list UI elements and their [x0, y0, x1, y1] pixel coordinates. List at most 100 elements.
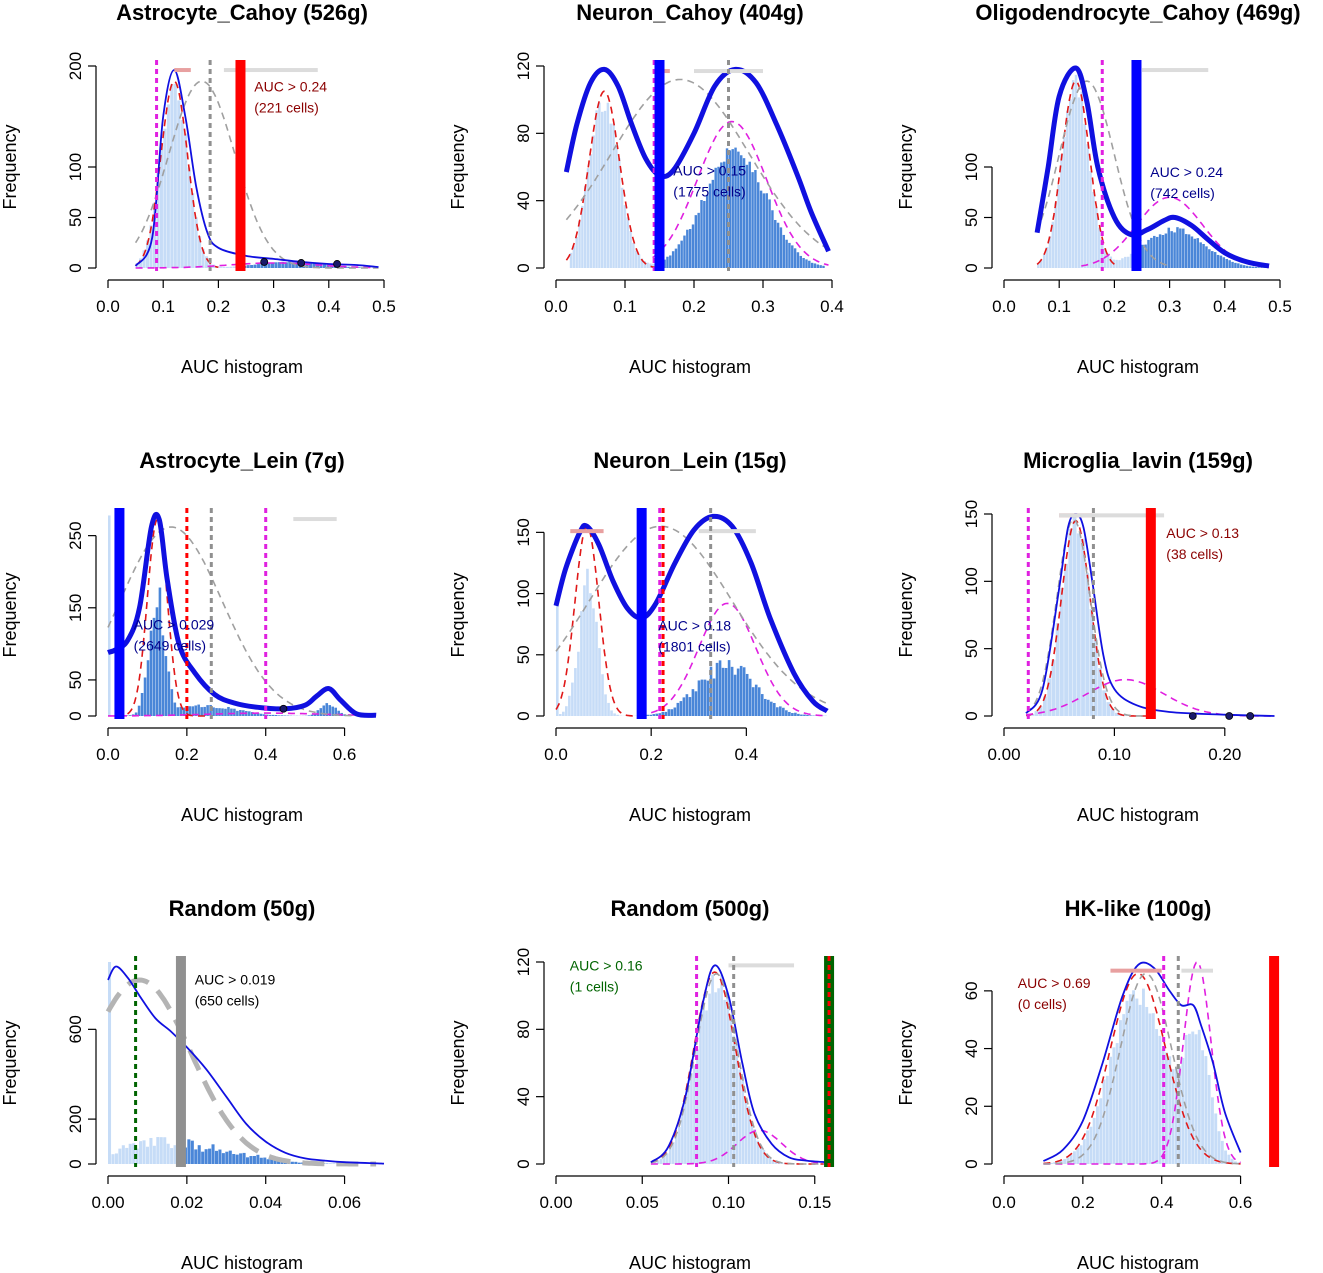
- histogram-bar: [750, 1124, 754, 1164]
- gaussian-fit-gray: [134, 80, 379, 269]
- threshold-range-bar: [1110, 968, 1162, 973]
- panel-title: Microglia_lavin (159g): [1023, 448, 1253, 473]
- histogram-bar: [1066, 110, 1069, 268]
- histogram-bar: [152, 1145, 156, 1164]
- histogram-bar: [680, 240, 683, 268]
- histogram-bar: [556, 605, 559, 716]
- histogram-bar: [191, 706, 194, 716]
- histogram-bar: [759, 1146, 763, 1164]
- histogram-bar: [586, 568, 589, 716]
- histogram-bar: [328, 705, 332, 716]
- histogram-bar: [1086, 144, 1089, 268]
- x-tick-label: 0.4: [1213, 297, 1237, 316]
- histogram-bar: [1155, 1029, 1159, 1164]
- histogram-bar: [666, 256, 669, 268]
- y-tick-label: 0: [514, 1159, 533, 1168]
- histogram-bar: [1080, 91, 1084, 268]
- histogram-bar: [1219, 255, 1223, 268]
- histogram-bar: [313, 713, 317, 716]
- histogram-bar: [143, 677, 147, 716]
- histogram-bar: [180, 120, 184, 268]
- histogram-bar: [702, 1003, 705, 1164]
- histogram-bar: [208, 261, 212, 268]
- histogram-bar: [179, 706, 183, 716]
- histogram-bar: [684, 1101, 687, 1164]
- threshold-range-bar: [293, 517, 337, 522]
- histogram-bar: [1060, 154, 1063, 268]
- auc-annotation: AUC > 0.69: [1018, 975, 1091, 991]
- histogram-bar: [280, 715, 284, 716]
- histogram-bar: [1174, 1068, 1178, 1164]
- histogram-bar: [697, 680, 701, 716]
- x-tick-label: 0.02: [170, 1193, 203, 1212]
- x-tick-label: 0.05: [626, 1193, 659, 1212]
- y-tick-label: 120: [514, 948, 533, 976]
- histogram-bar: [1147, 239, 1150, 268]
- histogram-bar: [232, 1154, 236, 1164]
- histogram-bar: [152, 202, 157, 268]
- y-tick-label: 40: [514, 191, 533, 210]
- histogram-bar: [748, 161, 751, 268]
- histogram-bar: [745, 164, 749, 268]
- histogram-bar: [717, 988, 720, 1164]
- histogram-bar: [297, 1162, 301, 1164]
- histogram-bar: [615, 145, 618, 268]
- histogram-bar: [788, 242, 791, 268]
- histogram-bar: [776, 222, 780, 268]
- histogram-bar: [211, 1144, 215, 1164]
- histogram-bar: [236, 710, 239, 716]
- density-curve: [1042, 961, 1242, 1162]
- threshold-range-bar: [1181, 968, 1213, 973]
- histogram-bar: [791, 713, 794, 716]
- histogram-bar: [1063, 136, 1066, 268]
- histogram-bar: [1037, 263, 1040, 268]
- histogram-bar: [803, 714, 806, 716]
- marker-dot: [260, 258, 269, 266]
- histogram-bar: [1173, 232, 1176, 268]
- histogram-bar: [274, 262, 278, 268]
- histogram-bar: [1176, 227, 1179, 268]
- histogram-bar: [603, 110, 607, 269]
- y-tick-label: 50: [66, 670, 85, 689]
- auc-annotation: AUC > 0.029: [134, 616, 215, 632]
- y-tick-label: 20: [962, 1097, 981, 1116]
- histogram-bar: [1234, 1161, 1237, 1164]
- histogram-bar: [604, 694, 607, 716]
- histogram-bar: [108, 962, 112, 1164]
- histogram-bar: [232, 266, 236, 268]
- histogram-bar: [580, 611, 583, 716]
- histogram-bar: [1254, 266, 1257, 268]
- plot-area: [107, 511, 377, 718]
- x-axis-label: AUC histogram: [181, 805, 303, 825]
- x-tick-label: 0.3: [1158, 297, 1182, 316]
- panel-5: AUC > 0.18 (1801 cells) 0.0 0.2 0.4 0 50 100 150…: [448, 448, 829, 825]
- histogram-bar: [1054, 202, 1058, 268]
- histogram-bar: [1097, 227, 1101, 268]
- histogram-bar: [1161, 1049, 1165, 1164]
- histogram-bar: [751, 687, 755, 716]
- gaussian-fit-magenta: [135, 262, 379, 269]
- histogram-bar: [1260, 267, 1263, 268]
- x-tick-label: 0.00: [987, 745, 1020, 764]
- histogram-bar: [337, 710, 340, 716]
- histogram-bar: [626, 217, 629, 268]
- histogram-bar: [1158, 1035, 1162, 1164]
- histogram-bar: [139, 1141, 143, 1164]
- histogram-bar: [152, 617, 156, 716]
- x-axis-label: AUC histogram: [629, 805, 751, 825]
- x-axis-label: AUC histogram: [1077, 357, 1199, 377]
- auc-annotation: AUC > 0.019: [195, 971, 276, 987]
- histogram-bar: [618, 158, 621, 268]
- marker-dot: [297, 259, 306, 267]
- histogram-bar: [228, 1150, 232, 1164]
- histogram-bar: [1228, 260, 1231, 268]
- histogram-bar: [198, 236, 202, 268]
- x-tick-label: 0.2: [175, 745, 199, 764]
- histogram-bar: [1086, 1130, 1090, 1164]
- histogram-bar: [1073, 1151, 1076, 1164]
- histogram-bar: [757, 687, 761, 716]
- histogram-bar: [762, 1149, 766, 1164]
- x-tick-label: 0.4: [735, 745, 759, 764]
- histogram-bar: [182, 707, 186, 716]
- y-tick-label: 0: [66, 711, 85, 720]
